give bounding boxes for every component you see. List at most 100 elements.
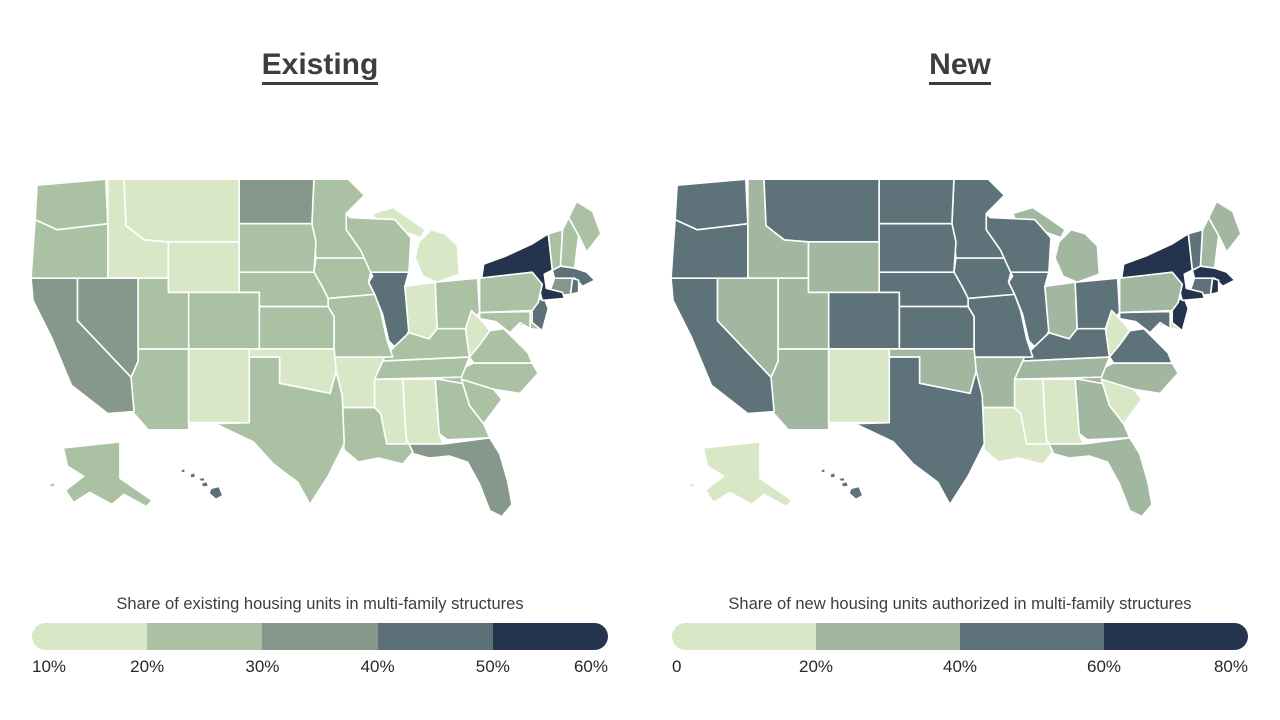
state-wy xyxy=(167,241,240,294)
state-ks xyxy=(898,305,975,350)
state-nv xyxy=(76,277,139,379)
state-fl xyxy=(406,437,513,518)
state-in xyxy=(404,281,439,340)
state-wy xyxy=(807,241,880,294)
legend-tick-label: 80% xyxy=(1213,657,1248,676)
legend-title-new: Share of new housing units authorized in… xyxy=(728,595,1192,613)
legend-tick-label: 50% xyxy=(475,657,510,676)
state-fl xyxy=(1046,437,1153,518)
state-wv xyxy=(464,309,491,358)
state-wi xyxy=(985,212,1052,273)
state-ne xyxy=(878,271,969,308)
state-wa xyxy=(34,179,109,231)
state-mo xyxy=(327,293,394,358)
legend-segment xyxy=(492,623,608,650)
legend-tick-label: 20% xyxy=(798,657,834,676)
state-il xyxy=(1007,271,1050,352)
state-mi xyxy=(1054,228,1101,284)
legend-ticks-existing: 10% 20% 30% 40% 50% 60% xyxy=(32,654,608,678)
legend-colorbar-new xyxy=(672,623,1248,650)
legend-tick-label: 20% xyxy=(130,657,165,676)
legend-tick-label: 30% xyxy=(245,657,280,676)
state-ms xyxy=(1013,378,1048,445)
legend-tick-label: 40% xyxy=(360,657,395,676)
us-map-new-wrap xyxy=(667,179,1253,533)
state-nm xyxy=(187,348,251,424)
state-pa xyxy=(478,271,544,314)
state-ny xyxy=(480,232,566,302)
legend-title-existing: Share of existing housing units in multi… xyxy=(116,595,524,613)
state-hi xyxy=(199,480,210,489)
state-ny xyxy=(1120,232,1206,302)
legend-segment xyxy=(32,623,148,650)
state-nv xyxy=(716,277,779,379)
state-hi xyxy=(197,476,206,483)
state-sc xyxy=(460,378,503,425)
state-ms xyxy=(373,378,408,445)
legend-existing: Share of existing housing units in multi… xyxy=(32,595,608,678)
state-nd xyxy=(238,179,315,225)
legend-colorbar-existing xyxy=(32,623,608,650)
state-mi xyxy=(414,228,461,284)
legend-segment xyxy=(960,623,1104,650)
us-choropleth-new xyxy=(670,179,1242,518)
state-hi xyxy=(848,485,864,501)
legend-tick-label: 60% xyxy=(1086,657,1122,676)
state-vt xyxy=(1187,228,1204,271)
state-hi xyxy=(819,467,827,475)
legend-segment xyxy=(816,623,960,650)
legend-segment xyxy=(377,623,493,650)
legend-segment xyxy=(262,623,378,650)
state-nd xyxy=(878,179,955,225)
legend-segment xyxy=(672,623,816,650)
state-vt xyxy=(547,228,564,271)
state-sc xyxy=(1100,378,1143,425)
state-co xyxy=(187,291,261,350)
state-hi xyxy=(208,485,224,501)
state-ri xyxy=(1209,277,1220,296)
panel-title-existing-text: Existing xyxy=(261,48,379,85)
state-hi xyxy=(828,471,837,480)
state-az xyxy=(130,348,190,431)
state-ak xyxy=(62,441,154,508)
us-choropleth-existing xyxy=(30,179,602,518)
state-ks xyxy=(258,305,335,350)
state-il xyxy=(367,271,410,352)
state-pa xyxy=(1118,271,1184,314)
state-mo xyxy=(967,293,1034,358)
legend-tick-label: 0 xyxy=(672,657,682,676)
panel-title-new-text: New xyxy=(929,48,991,85)
panel-title-new: New xyxy=(929,48,991,85)
panel-title-existing: Existing xyxy=(261,48,379,85)
state-in xyxy=(1044,281,1079,340)
state-ri xyxy=(569,277,580,296)
state-ne xyxy=(238,271,329,308)
state-tn xyxy=(1013,356,1111,381)
state-az xyxy=(770,348,830,431)
state-sd xyxy=(238,222,317,273)
state-co xyxy=(827,291,901,350)
state-md xyxy=(478,310,531,334)
state-wv xyxy=(1104,309,1131,358)
state-hi xyxy=(188,471,197,480)
us-map-existing-wrap xyxy=(27,179,613,533)
state-wa xyxy=(674,179,749,231)
state-nm xyxy=(827,348,891,424)
legend-tick-label: 10% xyxy=(32,657,67,676)
legend-segment xyxy=(147,623,263,650)
state-hi xyxy=(179,467,187,475)
state-ak xyxy=(48,481,57,489)
state-hi xyxy=(837,476,846,483)
state-mt xyxy=(123,179,240,243)
legend-tick-label: 40% xyxy=(942,657,978,676)
state-ak xyxy=(702,441,794,508)
state-hi xyxy=(839,480,850,489)
state-tn xyxy=(373,356,471,381)
state-ak xyxy=(688,481,697,489)
legend-segment xyxy=(1104,623,1248,650)
state-tx xyxy=(214,356,346,506)
legend-ticks-new: 0 20% 40% 60% 80% xyxy=(672,654,1248,678)
state-mt xyxy=(763,179,880,243)
state-tx xyxy=(854,356,986,506)
